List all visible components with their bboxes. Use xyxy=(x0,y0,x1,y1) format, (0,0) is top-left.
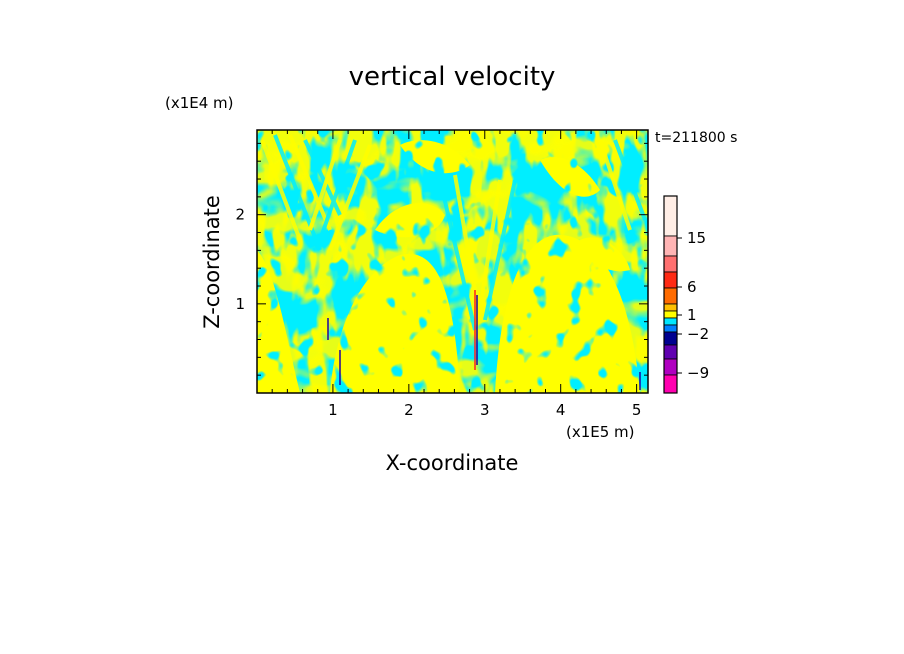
x-unit-label: (x1E5 m) xyxy=(566,423,635,441)
colorbar-swatch xyxy=(663,310,678,319)
colorbar-swatch xyxy=(663,358,678,376)
x-axis-ticks: 1 2 3 4 5 xyxy=(271,130,642,419)
x-tick-label: 1 xyxy=(328,401,338,419)
wave-bands xyxy=(260,134,647,331)
strong-plumes xyxy=(327,290,641,390)
colorbar-label: −2 xyxy=(687,325,709,343)
y-axis-ticks: 12 xyxy=(235,142,648,376)
colorbar-swatch xyxy=(663,235,678,257)
x-tick-label: 3 xyxy=(480,401,490,419)
colorbar-swatch xyxy=(663,344,678,360)
colorbar-swatch xyxy=(663,374,678,394)
colorbar-label: 15 xyxy=(687,229,706,247)
x-tick-label: 4 xyxy=(556,401,566,419)
colorbar-swatch xyxy=(663,303,678,312)
y-tick-label: 1 xyxy=(235,295,245,313)
x-tick-label: 5 xyxy=(632,401,642,419)
colorbar-label: 6 xyxy=(687,278,697,296)
heatmap-field xyxy=(257,130,648,393)
time-label: t=211800 s xyxy=(655,130,737,146)
x-axis-label: X-coordinate xyxy=(386,451,519,475)
y-tick-label: 2 xyxy=(235,206,245,224)
colorbar-swatch xyxy=(663,324,678,333)
colorbar-label: −9 xyxy=(687,364,709,382)
colorbar-label: 1 xyxy=(687,306,697,324)
colorbar-swatch xyxy=(663,271,678,289)
colorbar-frame xyxy=(663,195,678,394)
x-tick-label: 2 xyxy=(404,401,414,419)
colorbar-swatch xyxy=(663,195,678,237)
colorbar: 15 6 1−2 −9 xyxy=(663,195,709,394)
colorbar-swatch xyxy=(663,331,678,346)
y-axis-label: Z-coordinate xyxy=(200,195,224,329)
plot-frame xyxy=(256,129,649,394)
chart-title: vertical velocity xyxy=(349,62,556,92)
colorbar-swatch xyxy=(663,317,678,326)
colorbar-swatch xyxy=(663,287,678,305)
negative-spots xyxy=(257,130,648,393)
colorbar-swatch xyxy=(663,255,678,273)
y-unit-label: (x1E4 m) xyxy=(165,94,234,112)
